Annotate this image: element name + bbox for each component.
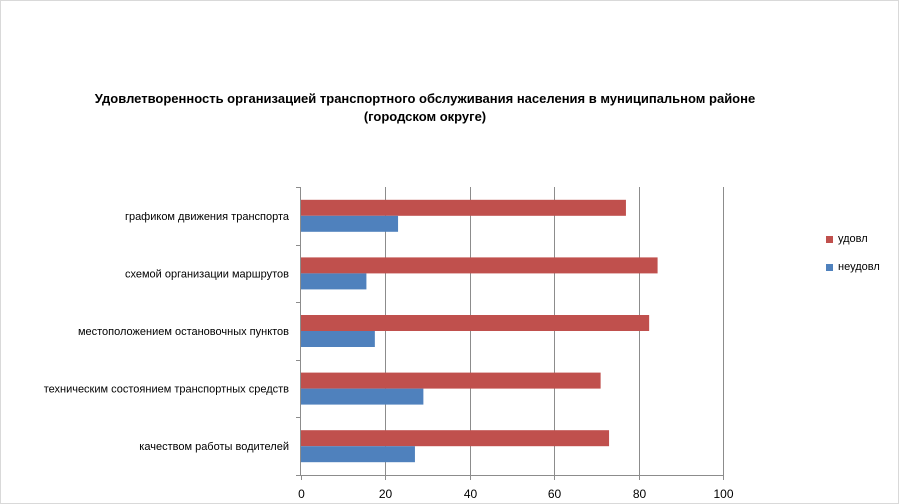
x-tick-label: 40 — [464, 487, 478, 501]
bar-neudovl — [301, 273, 367, 290]
x-tick-label: 80 — [633, 487, 647, 501]
bar-neudovl — [301, 215, 399, 232]
y-category-label: техническим состоянием транспортных сред… — [44, 384, 289, 396]
bar-neudovl — [301, 331, 375, 347]
legend-swatch-udovl — [826, 235, 833, 243]
legend-swatch-neudovl — [826, 263, 833, 271]
x-tick-label: 20 — [379, 487, 393, 501]
bar-udovl — [301, 199, 626, 216]
bar-neudovl — [301, 388, 424, 405]
y-category-label: схемой организации маршрутов — [125, 268, 289, 280]
legend-item-neudovl: неудовл — [826, 260, 880, 274]
chart-title: Удовлетворенность организацией транспорт… — [60, 90, 790, 126]
x-tick-label: 0 — [298, 487, 305, 501]
y-category-label: качеством работы водителей — [139, 441, 289, 453]
legend-label-udovl: удовл — [838, 233, 868, 245]
bar-udovl — [301, 315, 650, 331]
x-tick-label: 60 — [548, 487, 562, 501]
legend-item-udovl: удовл — [826, 232, 880, 246]
legend: удовл неудовл — [826, 232, 880, 288]
bar-udovl — [301, 372, 601, 389]
legend-label-neudovl: неудовл — [838, 261, 880, 273]
bar-neudovl — [301, 446, 415, 463]
bar-udovl — [301, 257, 658, 274]
x-tick-label: 100 — [713, 487, 733, 501]
chart-title-line-1: Удовлетворенность организацией транспорт… — [94, 91, 756, 106]
y-category-label: местоположением остановочных пунктов — [78, 326, 289, 338]
bar-udovl — [301, 430, 610, 447]
chart-title-line-2: (городском округе) — [363, 109, 487, 124]
y-category-label: графиком движения транспорта — [125, 211, 290, 223]
